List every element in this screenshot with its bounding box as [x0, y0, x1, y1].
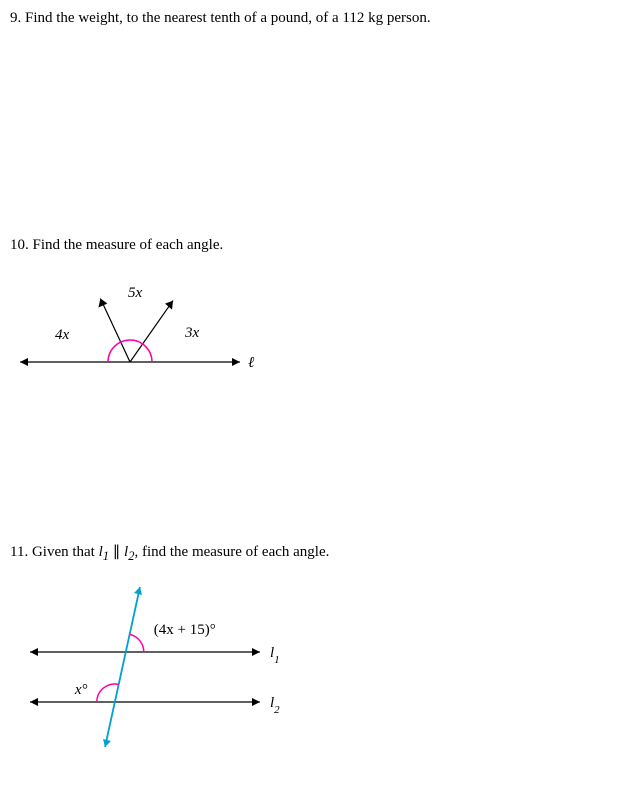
question-9-text: 9. Find the weight, to the nearest tenth… [10, 10, 431, 26]
question-9: 9. Find the weight, to the nearest tenth… [10, 10, 626, 27]
question-11: 11. Given that l1 ∥ l2, find the measure… [10, 542, 626, 752]
svg-text:4x: 4x [55, 327, 70, 343]
svg-text:5x: 5x [128, 285, 143, 301]
q10-number: 10. [10, 237, 29, 253]
svg-text:x°: x° [74, 682, 88, 698]
q11-prefix: Given that [32, 544, 99, 560]
q9-body: Find the weight, to the nearest tenth of… [25, 10, 431, 26]
q10-body: Find the measure of each angle. [33, 237, 224, 253]
svg-text:l2: l2 [270, 695, 280, 716]
q11-number: 11. [10, 544, 28, 560]
question-10: 10. Find the measure of each angle. 4x 5x… [10, 237, 626, 392]
q9-number: 9. [10, 10, 21, 26]
q11-diagram: (4x + 15)° x° l1 l2 [10, 572, 310, 752]
question-11-text: 11. Given that l1 ∥ l2, find the measure… [10, 542, 626, 564]
q11-l2: l2 [124, 544, 134, 560]
q10-diagram: 4x 5x 3x ℓ [10, 262, 270, 392]
q11-suffix: , find the measure of each angle. [134, 544, 329, 560]
q11-l1: l1 [99, 544, 109, 560]
svg-text:l1: l1 [270, 645, 280, 666]
svg-text:(4x + 15)°: (4x + 15)° [154, 622, 216, 638]
q11-parallel: ∥ [109, 544, 124, 560]
svg-text:ℓ: ℓ [248, 355, 254, 371]
workspace-9 [10, 47, 626, 237]
question-10-text: 10. Find the measure of each angle. [10, 237, 626, 254]
workspace-10 [10, 412, 626, 542]
svg-text:3x: 3x [184, 325, 200, 341]
